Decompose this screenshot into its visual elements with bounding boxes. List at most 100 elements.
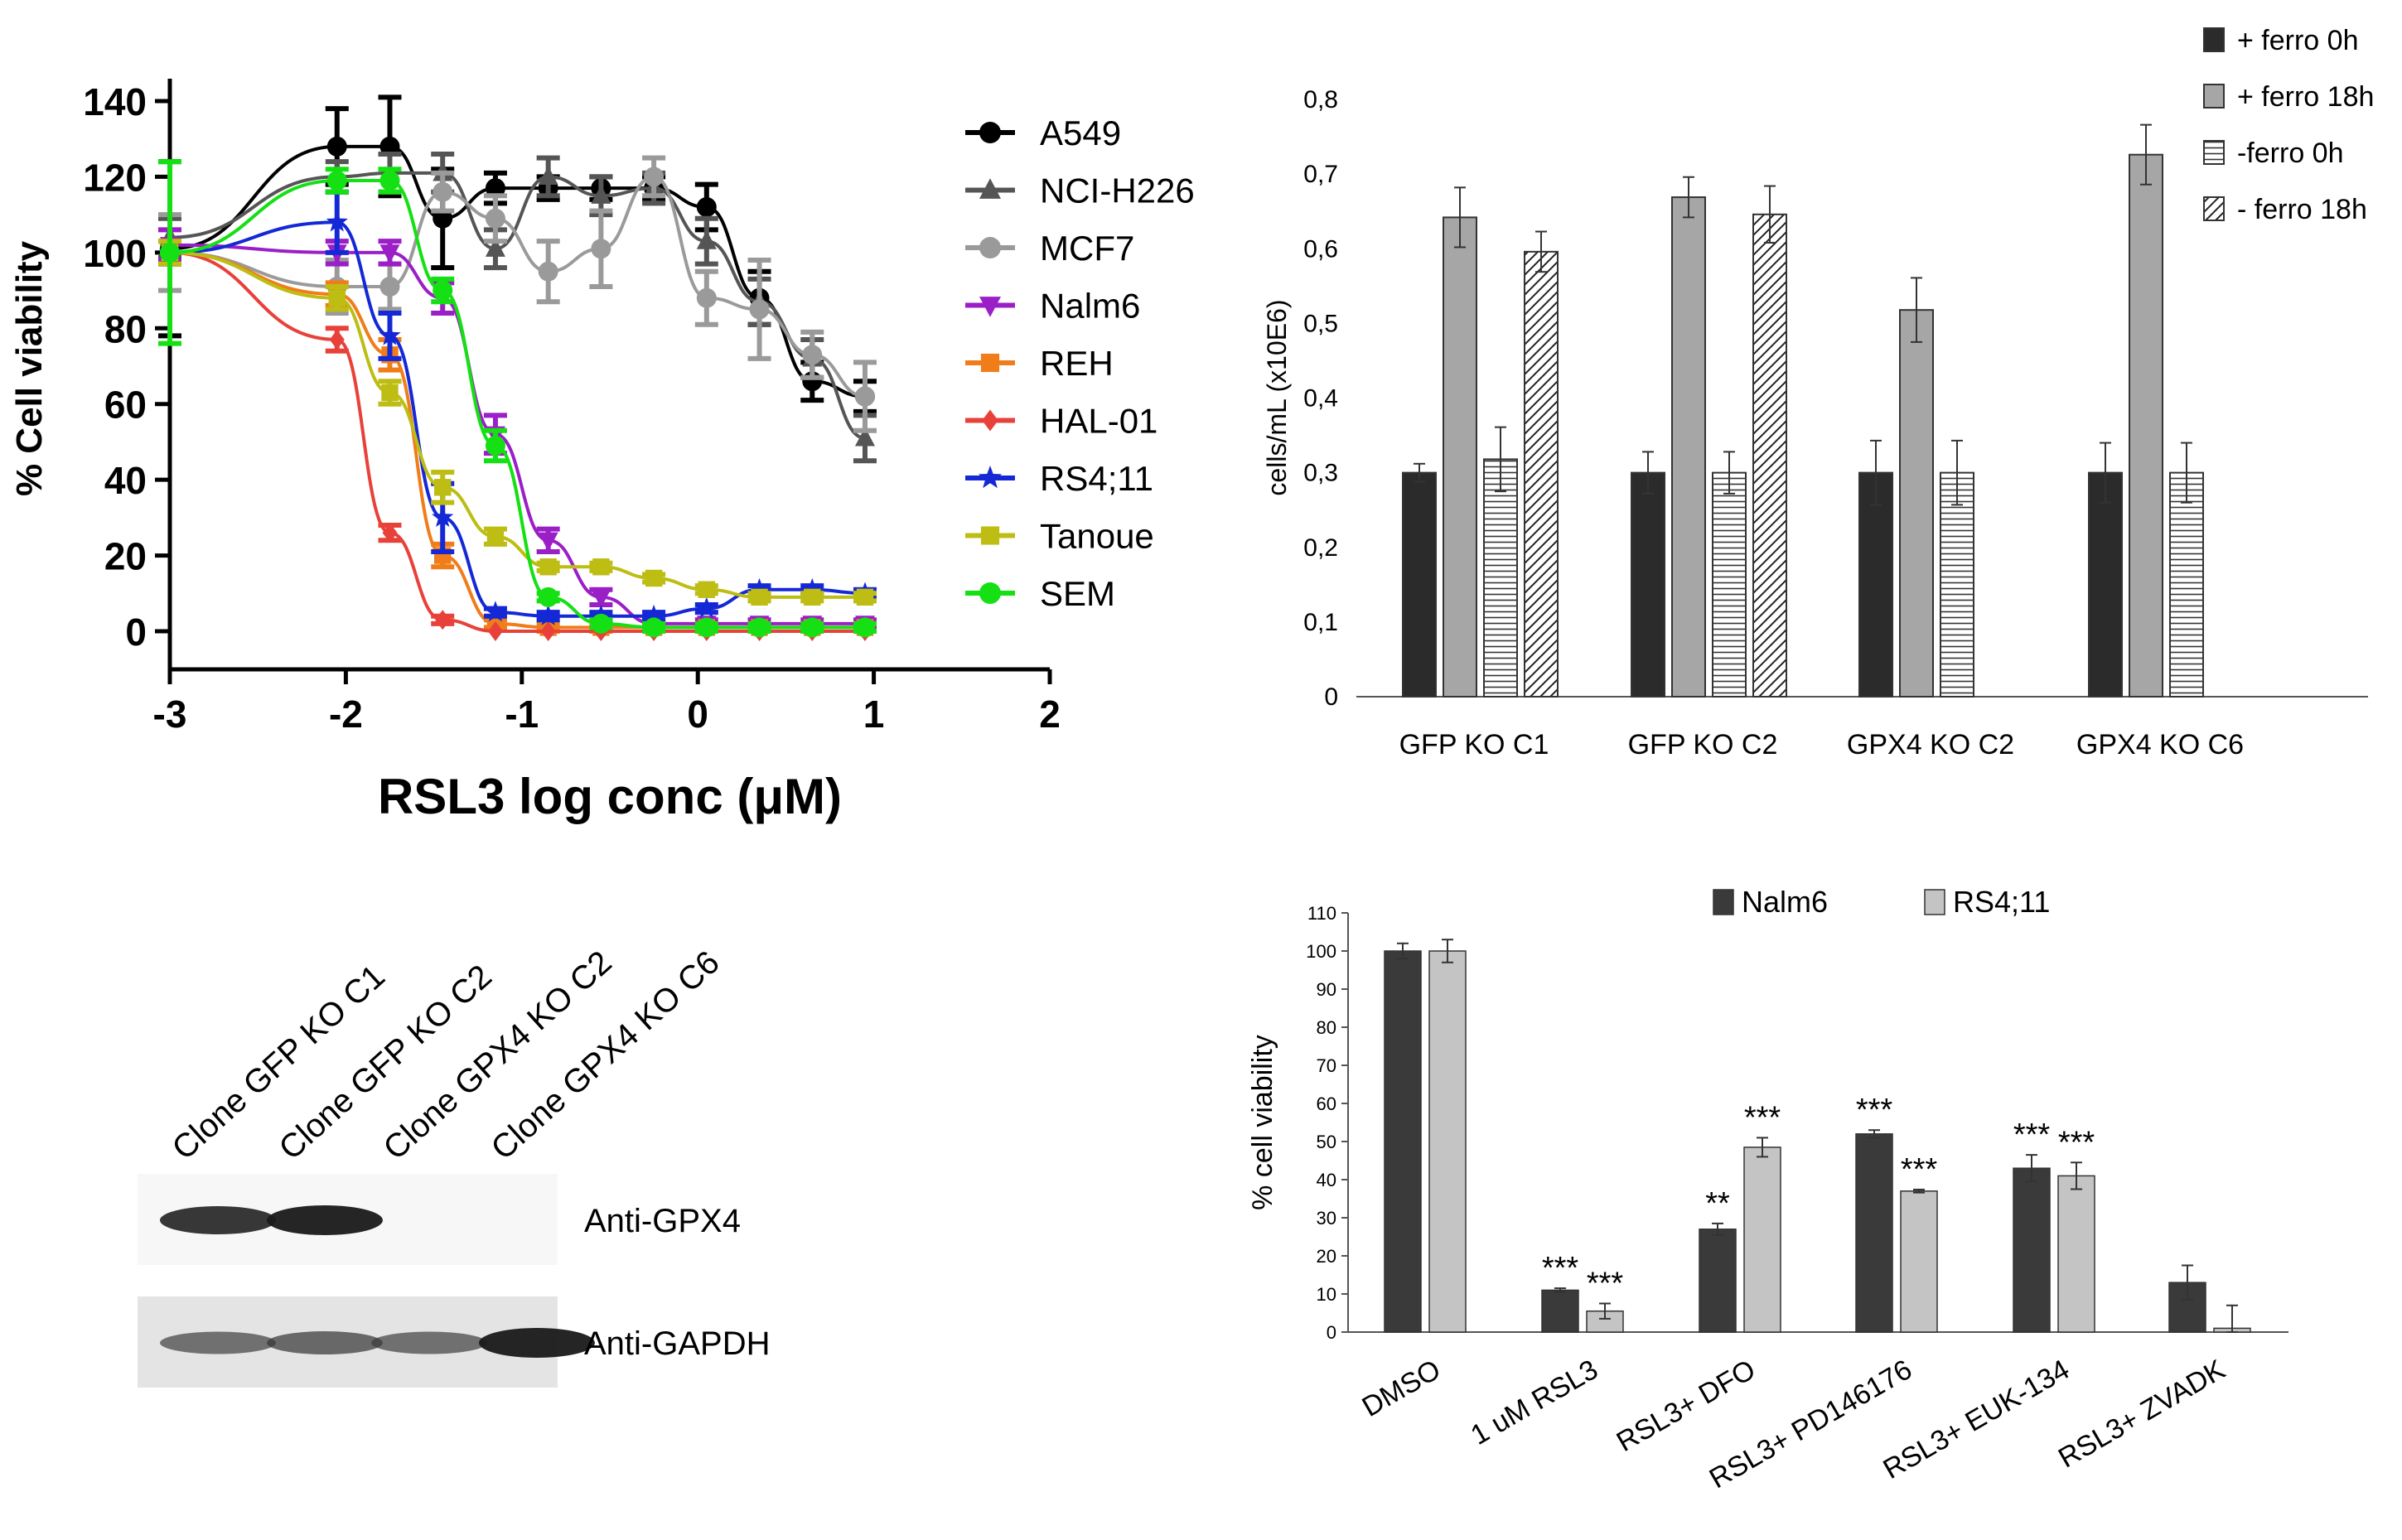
legend-item: MCF7 (965, 229, 1134, 268)
bar (1743, 1147, 1781, 1333)
bar (1855, 1133, 1893, 1333)
dose-response-chart: 0 20 40 60 80 100 120 140 -3 -2 -1 0 1 2 RSL3 log conc… (9, 79, 1195, 824)
data-point (751, 588, 768, 606)
bar (1483, 458, 1518, 698)
bar-group: *** *** 1 uM RSL3 (1466, 1251, 1624, 1451)
series-sem (158, 159, 877, 638)
y-tick-label: 110 (1307, 903, 1336, 924)
legend-item: HAL-01 (965, 402, 1158, 441)
y-tick-label: 0,3 (1303, 460, 1338, 487)
legend-marker (979, 122, 1001, 143)
category-label: DMSO (1357, 1354, 1446, 1423)
growth-bar-chart: 0 0,1 0,2 0,3 0,4 0,5 0,6 0,7 0,8 cells/mL (x10E6… (1262, 25, 2374, 760)
legend-label: NCI-H226 (1040, 171, 1195, 210)
blot-row: Anti-GAPDH (138, 1296, 771, 1388)
legend-item: + ferro 18h (2203, 81, 2374, 113)
data-point (487, 621, 503, 641)
y-tick-label: 0 (1324, 683, 1338, 711)
data-point (485, 208, 505, 229)
data-point (537, 604, 559, 625)
y-tick-label: 100 (1306, 941, 1336, 962)
legend-item: Nalm6 (1713, 885, 1828, 919)
x-tick-label: -1 (505, 693, 539, 736)
series-rs4-11 (158, 189, 877, 625)
blot-band (267, 1205, 383, 1235)
legend-label: -ferro 0h (2237, 138, 2344, 169)
data-point (434, 479, 452, 496)
bar (1524, 250, 1559, 698)
bar (1699, 1229, 1737, 1333)
legend-marker (982, 409, 998, 432)
bar (1541, 1289, 1579, 1333)
legend-item: RS4;11 (1924, 885, 2050, 919)
significance-stars: *** (1744, 1100, 1781, 1135)
y-tick-label: 0,5 (1303, 310, 1338, 337)
data-point (696, 287, 717, 308)
bar (1671, 196, 1706, 698)
category-label: 1 uM RSL3 (1466, 1354, 1603, 1451)
legend-marker (979, 582, 1001, 604)
legend-label: SEM (1040, 574, 1115, 613)
legend-marker (980, 526, 1000, 545)
bar (1428, 950, 1467, 1333)
data-point (854, 617, 875, 638)
data-point (749, 617, 770, 638)
legend-swatch (1924, 889, 1945, 915)
legend-swatch (1713, 889, 1734, 915)
bar-group: GFP KO C1 (1399, 186, 1559, 760)
significance-stars: *** (1587, 1267, 1624, 1301)
y-tick-label: 30 (1317, 1208, 1336, 1229)
category-label: GPX4 KO C2 (1847, 729, 2014, 760)
legend-item: Nalm6 (965, 287, 1140, 326)
data-point (698, 581, 716, 598)
significance-stars: ** (1705, 1186, 1730, 1221)
bar (1900, 1190, 1938, 1333)
bar (1752, 213, 1787, 698)
legend-item: Tanoue (965, 517, 1154, 556)
x-tick-label: 2 (1039, 693, 1061, 736)
data-point (538, 532, 558, 552)
x-tick-label: -2 (329, 693, 363, 736)
blot-band (479, 1328, 595, 1358)
data-point (749, 299, 770, 320)
data-point (591, 613, 611, 634)
data-point (485, 436, 505, 456)
legend: A549 NCI-H226 MCF7 Nalm6 REH HAL-01 RS4;11 Tano… (965, 113, 1195, 613)
data-point (591, 239, 611, 259)
data-point (696, 617, 717, 638)
y-tick-label: 0 (1327, 1322, 1336, 1343)
blot-antibody-label: Anti-GPX4 (584, 1203, 741, 1239)
bar-group: *****RSL3+ DFO (1612, 1100, 1781, 1458)
data-point (696, 229, 717, 249)
fit-curve (169, 179, 865, 630)
series-tanoue (158, 239, 877, 606)
x-tick-label: -3 (153, 693, 187, 736)
y-tick-label: 0,6 (1303, 235, 1338, 263)
bar (2129, 153, 2163, 698)
data-point (326, 210, 348, 232)
fit-curve (169, 171, 866, 440)
data-point (433, 208, 453, 229)
fit-curve (169, 144, 866, 398)
series-nalm6 (158, 227, 877, 635)
legend-label: REH (1040, 344, 1114, 383)
series-a549 (158, 94, 877, 414)
data-point (379, 171, 400, 191)
legend-item: REH (965, 344, 1114, 383)
legend-label: + ferro 0h (2237, 25, 2358, 56)
legend-item: RS4;11 (965, 459, 1153, 498)
legend-marker (979, 297, 1001, 317)
legend-label: A549 (1040, 113, 1121, 152)
data-point (591, 589, 611, 609)
y-tick-label: 90 (1317, 979, 1336, 1000)
data-point (485, 178, 505, 199)
bar (1443, 216, 1477, 698)
data-point (381, 384, 399, 402)
category-label: GFP KO C1 (1399, 729, 1549, 760)
legend-item: A549 (965, 113, 1121, 152)
data-point (160, 242, 180, 263)
significance-stars: *** (2013, 1118, 2051, 1152)
data-point (433, 181, 453, 202)
data-point (538, 587, 558, 607)
blot-band (371, 1331, 487, 1354)
